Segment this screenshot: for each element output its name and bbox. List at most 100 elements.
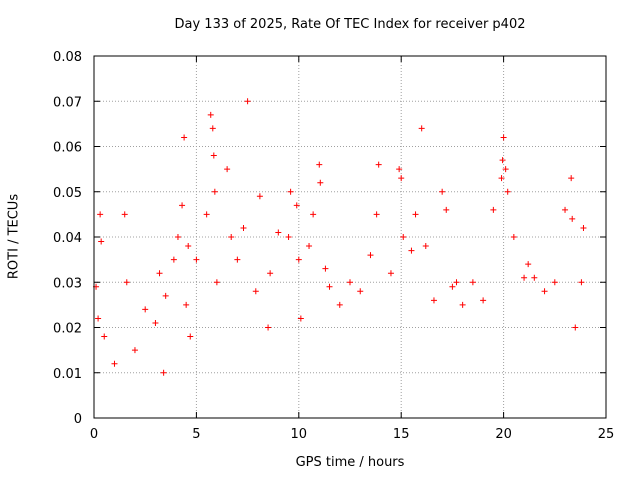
data-points: [93, 98, 587, 376]
x-tick-label: 15: [393, 427, 410, 442]
data-point: [203, 211, 210, 218]
data-point: [97, 211, 104, 218]
data-point: [418, 125, 425, 132]
data-point: [347, 279, 353, 286]
data-point: [306, 243, 313, 250]
data-point: [160, 369, 167, 376]
data-point: [181, 134, 188, 141]
data-point: [498, 175, 505, 182]
data-point: [531, 274, 538, 281]
data-point: [459, 301, 466, 308]
y-tick-label: 0.02: [53, 322, 82, 337]
data-point: [297, 315, 304, 322]
data-point: [317, 179, 324, 186]
data-point: [121, 211, 128, 218]
data-point: [170, 256, 177, 263]
axis-ticks: 0 5 10 15 20 25 0 0.01 0.02 0.03 0.04 0.05 0.06 0.07 0…: [53, 50, 614, 442]
data-point: [525, 261, 532, 268]
data-point: [193, 256, 200, 263]
data-point: [287, 188, 294, 195]
data-point: [521, 274, 528, 281]
data-point: [209, 125, 216, 132]
data-point: [152, 319, 159, 326]
data-point: [568, 175, 575, 182]
data-point: [131, 347, 138, 354]
data-point: [293, 202, 300, 209]
data-point: [449, 283, 456, 290]
data-point: [162, 292, 169, 299]
data-point: [156, 270, 163, 277]
x-tick-label: 25: [598, 427, 615, 442]
data-point: [183, 301, 190, 308]
data-point: [111, 360, 118, 367]
data-point: [207, 111, 214, 118]
data-point: [142, 306, 149, 313]
x-tick-label: 10: [291, 427, 308, 442]
data-point: [326, 283, 333, 290]
data-point: [373, 211, 380, 218]
data-point: [123, 279, 130, 286]
y-tick-label: 0.08: [53, 50, 82, 65]
data-point: [336, 301, 343, 308]
data-point: [101, 333, 108, 340]
data-point: [569, 215, 576, 222]
data-point: [541, 288, 548, 295]
x-tick-label: 5: [192, 427, 200, 442]
data-point: [367, 252, 374, 259]
data-point: [211, 188, 218, 195]
chart-title: Day 133 of 2025, Rate Of TEC Index for r…: [174, 17, 526, 32]
y-tick-label: 0: [74, 412, 82, 427]
y-axis-label: ROTI / TECUs: [6, 193, 22, 280]
data-point: [185, 243, 192, 250]
data-point: [580, 224, 587, 231]
data-point: [443, 206, 450, 213]
data-point: [490, 206, 497, 213]
y-tick-label: 0.01: [53, 367, 82, 382]
data-point: [240, 224, 247, 231]
grid-lines: [94, 56, 606, 418]
y-tick-label: 0.05: [53, 186, 82, 201]
data-point: [551, 279, 558, 286]
data-point: [213, 279, 220, 286]
data-point: [267, 270, 274, 277]
data-point: [400, 234, 407, 240]
data-point: [375, 161, 382, 168]
y-tick-label: 0.06: [53, 141, 82, 156]
data-point: [210, 152, 217, 159]
x-axis-label: GPS time / hours: [295, 455, 405, 470]
data-point: [499, 157, 506, 164]
data-point: [265, 324, 272, 331]
data-point: [228, 234, 235, 240]
x-tick-label: 20: [495, 427, 512, 442]
data-point: [396, 166, 403, 173]
data-point: [430, 297, 437, 304]
y-tick-label: 0.07: [53, 95, 82, 110]
data-point: [480, 297, 487, 304]
data-point: [179, 202, 186, 209]
data-point: [422, 243, 429, 250]
data-point: [578, 279, 585, 286]
x-tick-label: 0: [90, 427, 98, 442]
data-point: [322, 265, 329, 272]
data-point: [469, 279, 476, 286]
data-point: [234, 256, 241, 263]
y-tick-label: 0.04: [53, 231, 82, 246]
data-point: [310, 211, 317, 218]
data-point: [174, 234, 181, 240]
data-point: [453, 279, 460, 286]
data-point: [562, 206, 569, 213]
data-point: [244, 98, 251, 105]
data-point: [95, 315, 102, 322]
data-point: [285, 234, 292, 240]
data-point: [187, 333, 194, 340]
data-point: [502, 166, 509, 173]
data-point: [398, 175, 405, 182]
data-point: [510, 234, 517, 240]
data-point: [316, 161, 323, 168]
data-point: [252, 288, 259, 295]
data-point: [504, 188, 511, 195]
data-point: [408, 247, 415, 254]
data-point: [224, 166, 231, 173]
data-point: [98, 238, 105, 245]
